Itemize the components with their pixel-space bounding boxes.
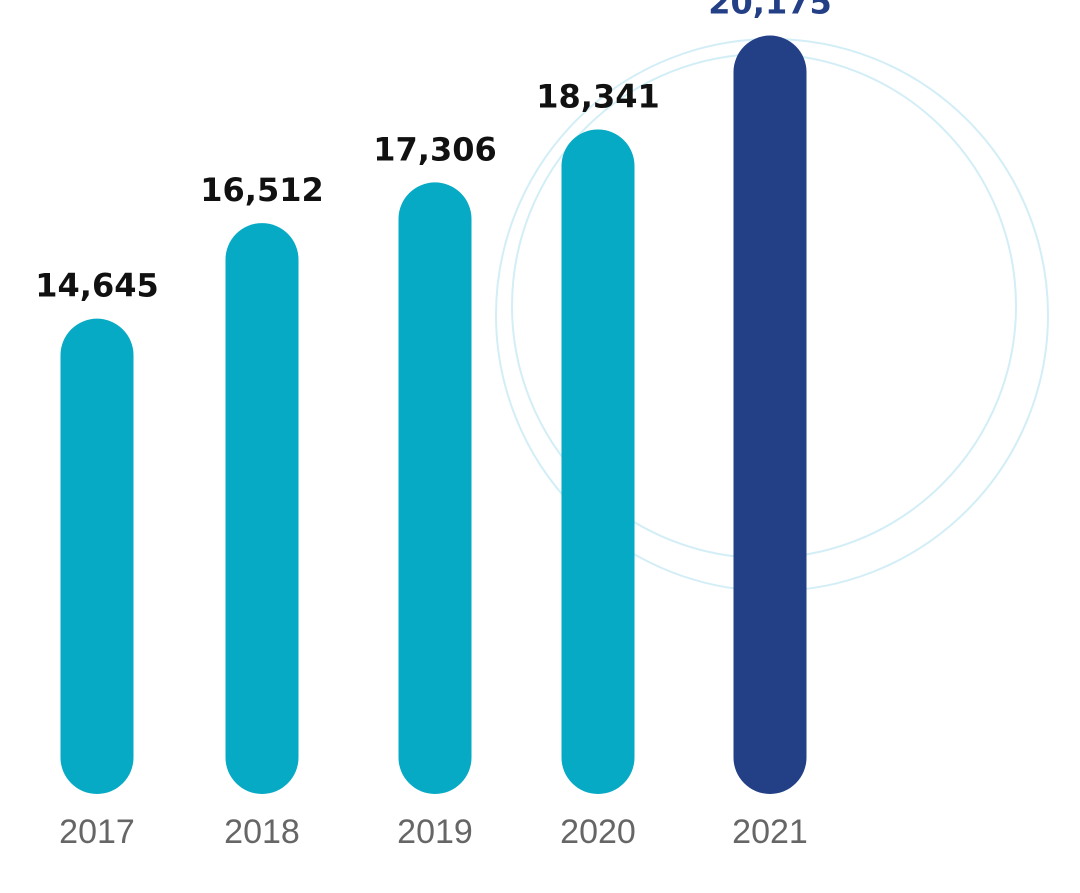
value-label-2021: 20,175 <box>708 0 831 22</box>
value-label-2019: 17,306 <box>373 130 496 168</box>
year-label-2019: 2019 <box>397 813 473 851</box>
bars-group <box>60 35 807 795</box>
value-label-2018: 16,512 <box>200 171 323 209</box>
bar-2019 <box>398 182 472 794</box>
bar-2021 <box>733 35 807 795</box>
value-labels-group: 14,645 16,512 17,306 18,341 20,175 <box>35 0 831 305</box>
year-labels-group: 2017 2018 2019 2020 2021 <box>59 813 808 851</box>
year-label-2018: 2018 <box>224 813 300 851</box>
bar-2020 <box>561 129 635 794</box>
value-label-2020: 18,341 <box>536 77 659 115</box>
bar-2018 <box>225 223 299 795</box>
value-label-2017: 14,645 <box>35 267 158 305</box>
year-label-2017: 2017 <box>59 813 135 851</box>
year-label-2020: 2020 <box>560 813 636 851</box>
year-label-2021: 2021 <box>732 813 808 851</box>
bar-2017 <box>60 318 134 794</box>
